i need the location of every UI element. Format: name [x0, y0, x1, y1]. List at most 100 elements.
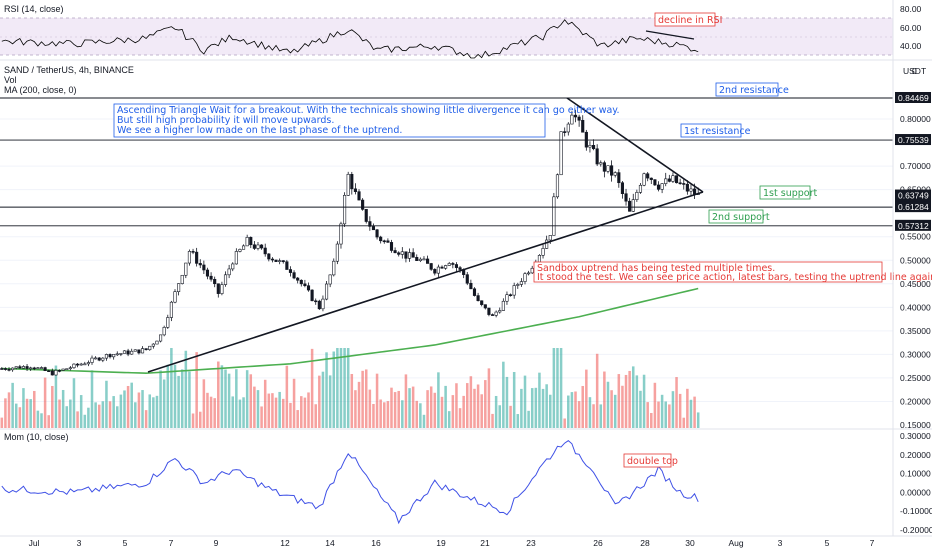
candle: [267, 253, 271, 262]
candle-body: [444, 265, 448, 269]
uptrend-note-box[interactable]: [533, 261, 883, 283]
time-tick: 5: [123, 538, 128, 548]
candle-body: [195, 251, 199, 264]
support2-box[interactable]: [708, 209, 764, 224]
candle: [274, 259, 278, 262]
uptrend-line[interactable]: [147, 191, 704, 373]
volume-bar: [650, 412, 653, 428]
descending-resistance-line[interactable]: [566, 97, 704, 193]
volume-bar: [36, 410, 40, 428]
price-badge-text: 0.75539: [898, 135, 929, 145]
price-tick: 0.35000: [900, 326, 931, 336]
candle: [577, 114, 581, 127]
candle: [689, 183, 693, 196]
volume-bar: [43, 377, 47, 428]
candle-body: [465, 274, 469, 284]
price-tick: 0.30000: [900, 349, 931, 359]
volume-bar: [72, 378, 76, 428]
candle-body: [155, 340, 159, 345]
candle: [386, 238, 390, 243]
level-lines: [0, 97, 893, 227]
volume-bar: [368, 389, 372, 428]
candle-body: [343, 195, 347, 225]
candle: [220, 281, 224, 296]
candle-body: [166, 317, 170, 328]
candle-body: [234, 251, 238, 265]
volume-bar: [328, 375, 332, 428]
volume-bar: [397, 390, 400, 428]
volume-bar: [491, 413, 494, 428]
candle-body: [216, 283, 220, 294]
volume-bar: [155, 395, 159, 428]
volume-bar: [336, 348, 339, 428]
candle-body: [436, 266, 440, 274]
candle: [541, 244, 545, 259]
candle-body: [126, 350, 130, 355]
candle-body: [191, 251, 195, 253]
candle: [469, 279, 473, 290]
mom-note-box[interactable]: [623, 453, 672, 468]
candle: [306, 282, 311, 292]
time-tick: 12: [280, 538, 290, 548]
candle: [472, 287, 477, 297]
volume-bar: [14, 403, 18, 428]
volume-bar: [577, 401, 581, 428]
candle-body: [404, 251, 408, 259]
candle-body: [47, 370, 51, 372]
candle-body: [223, 274, 228, 285]
volume-bar: [696, 412, 700, 428]
rsi-band: [0, 18, 893, 55]
candle: [411, 248, 415, 258]
candle-body: [418, 258, 422, 261]
volume-bar: [682, 417, 686, 428]
candle-body: [90, 357, 94, 363]
volume-bar: [321, 371, 325, 428]
time-tick: Aug: [728, 538, 743, 548]
candle-body: [671, 175, 675, 182]
time-tick: 30: [685, 538, 695, 548]
vol-label: Vol: [4, 75, 17, 85]
volume-bar: [585, 369, 588, 428]
candle: [566, 122, 570, 136]
mom-tick: -0.10000: [900, 506, 932, 516]
candle-body: [321, 298, 325, 310]
candle: [122, 350, 127, 354]
volume-bar: [660, 394, 664, 428]
candle-body: [39, 367, 44, 369]
volume-bar: [79, 395, 83, 428]
resistance1-box[interactable]: [680, 123, 742, 138]
candle: [310, 289, 314, 302]
volume-bar: [123, 390, 126, 428]
candle: [184, 262, 188, 279]
candle: [530, 265, 534, 274]
rsi-note-box[interactable]: [654, 12, 716, 27]
candle: [296, 277, 300, 284]
candle: [480, 300, 484, 307]
volume-bar: [213, 398, 216, 428]
support1-box[interactable]: [759, 185, 811, 200]
volume-bar: [588, 397, 592, 428]
triangle-note-box[interactable]: [113, 103, 546, 138]
candle-body: [209, 275, 213, 280]
candle-body: [119, 353, 123, 355]
volume-bar: [4, 398, 7, 428]
resistance2-box[interactable]: [715, 82, 779, 97]
price-badge-text: 0.63749: [898, 191, 929, 201]
candle: [447, 261, 451, 266]
price-badge: 0.75539: [895, 134, 931, 146]
candle-body: [545, 239, 549, 249]
price-badges: 0.844690.755390.6374902:42:500.612840.57…: [895, 92, 931, 231]
volume-bar: [83, 414, 87, 428]
candle: [328, 274, 332, 288]
candle: [155, 340, 159, 345]
rsi-line-group: [1, 19, 699, 59]
price-axis: 0.800000.700000.650000.550000.500000.450…: [900, 114, 931, 430]
candle: [498, 307, 502, 314]
volume-bars: [0, 348, 700, 428]
candle: [57, 369, 62, 373]
candle-body: [472, 288, 477, 296]
volume-bar: [404, 374, 408, 428]
volume-bar: [494, 395, 498, 428]
candle-body: [104, 354, 109, 359]
